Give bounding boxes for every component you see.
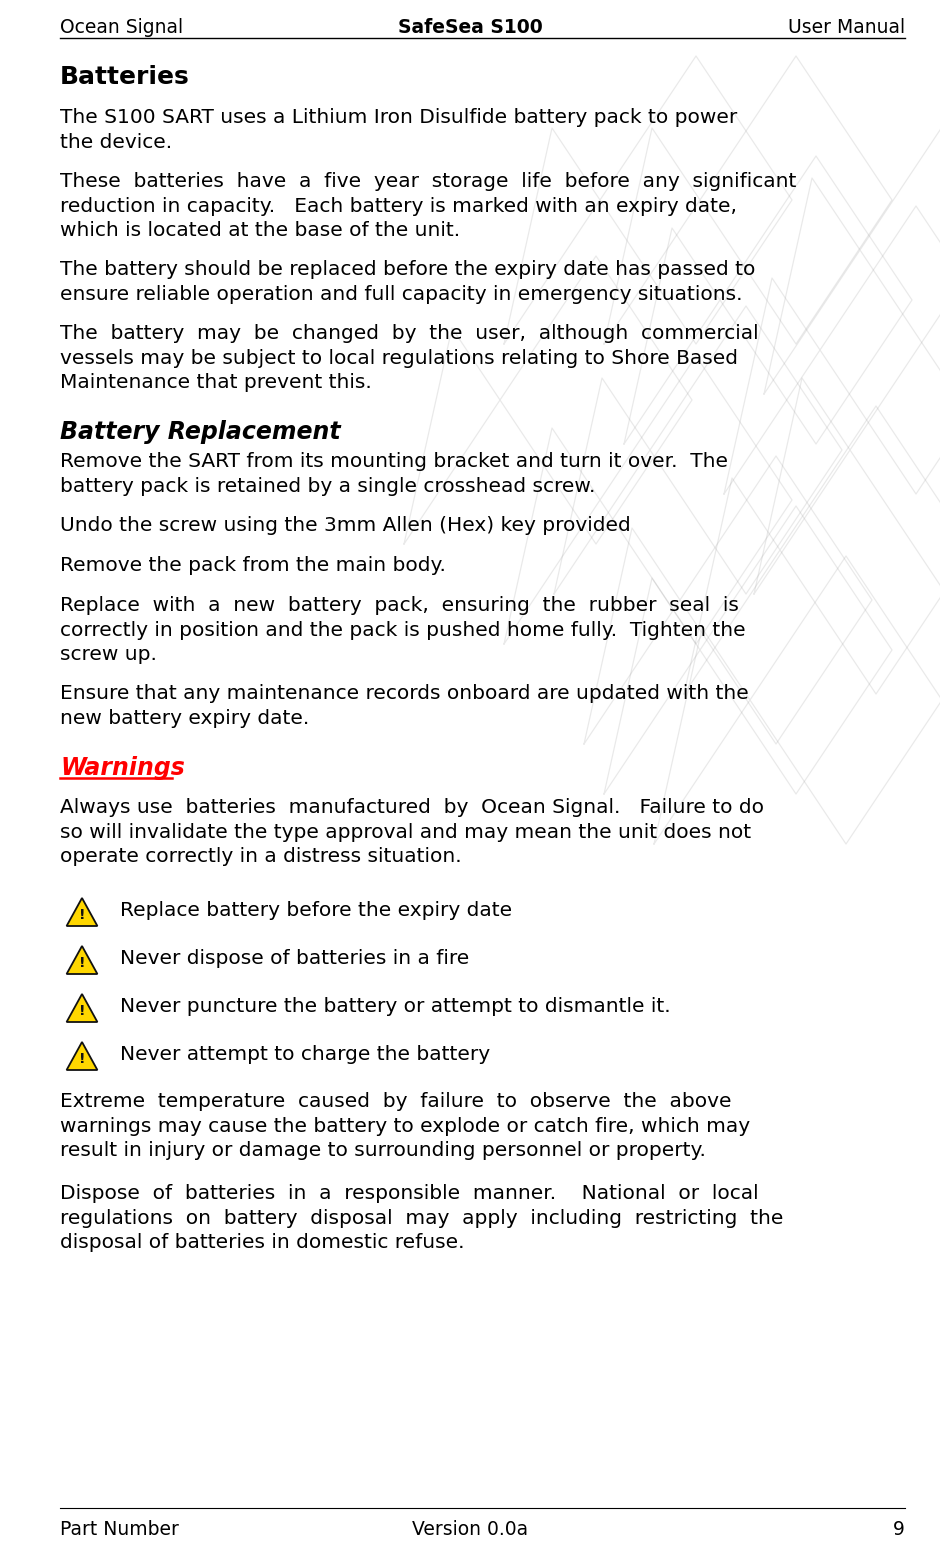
Text: Ocean Signal: Ocean Signal — [60, 19, 183, 37]
Text: Replace  with  a  new  battery  pack,  ensuring  the  rubber  seal  is
correctly: Replace with a new battery pack, ensurin… — [60, 597, 745, 665]
Text: Never puncture the battery or attempt to dismantle it.: Never puncture the battery or attempt to… — [120, 997, 670, 1015]
Text: SafeSea S100: SafeSea S100 — [398, 19, 542, 37]
Text: Battery Replacement: Battery Replacement — [60, 420, 340, 443]
Text: Remove the SART from its mounting bracket and turn it over.  The
battery pack is: Remove the SART from its mounting bracke… — [60, 453, 728, 496]
Text: Version 0.0a: Version 0.0a — [412, 1521, 528, 1539]
Text: Never dispose of batteries in a fire: Never dispose of batteries in a fire — [120, 949, 469, 967]
Text: Warnings: Warnings — [60, 756, 185, 780]
Text: The battery should be replaced before the expiry date has passed to
ensure relia: The battery should be replaced before th… — [60, 260, 756, 304]
Text: User Manual: User Manual — [788, 19, 905, 37]
Text: !: ! — [79, 1004, 86, 1018]
Text: !: ! — [79, 1052, 86, 1066]
Text: Never attempt to charge the battery: Never attempt to charge the battery — [120, 1045, 490, 1063]
Text: These  batteries  have  a  five  year  storage  life  before  any  significant
r: These batteries have a five year storage… — [60, 172, 796, 240]
Text: Replace battery before the expiry date: Replace battery before the expiry date — [120, 901, 512, 919]
Text: The  battery  may  be  changed  by  the  user,  although  commercial
vessels may: The battery may be changed by the user, … — [60, 324, 759, 392]
Polygon shape — [67, 1042, 98, 1070]
Text: Remove the pack from the main body.: Remove the pack from the main body. — [60, 556, 446, 575]
Text: 9: 9 — [893, 1521, 905, 1539]
Polygon shape — [67, 897, 98, 925]
Text: Batteries: Batteries — [60, 65, 190, 88]
Text: Ensure that any maintenance records onboard are updated with the
new battery exp: Ensure that any maintenance records onbo… — [60, 684, 749, 727]
Polygon shape — [67, 994, 98, 1021]
Text: Undo the screw using the 3mm Allen (Hex) key provided: Undo the screw using the 3mm Allen (Hex)… — [60, 516, 631, 535]
Text: The S100 SART uses a Lithium Iron Disulfide battery pack to power
the device.: The S100 SART uses a Lithium Iron Disulf… — [60, 109, 737, 152]
Text: !: ! — [79, 908, 86, 922]
Text: Always use  batteries  manufactured  by  Ocean Signal.   Failure to do
so will i: Always use batteries manufactured by Oce… — [60, 798, 764, 866]
Text: Part Number: Part Number — [60, 1521, 179, 1539]
Text: Extreme  temperature  caused  by  failure  to  observe  the  above
warnings may : Extreme temperature caused by failure to… — [60, 1093, 750, 1161]
Text: Dispose  of  batteries  in  a  responsible  manner.    National  or  local
regul: Dispose of batteries in a responsible ma… — [60, 1184, 783, 1252]
Text: !: ! — [79, 956, 86, 970]
Polygon shape — [67, 946, 98, 973]
